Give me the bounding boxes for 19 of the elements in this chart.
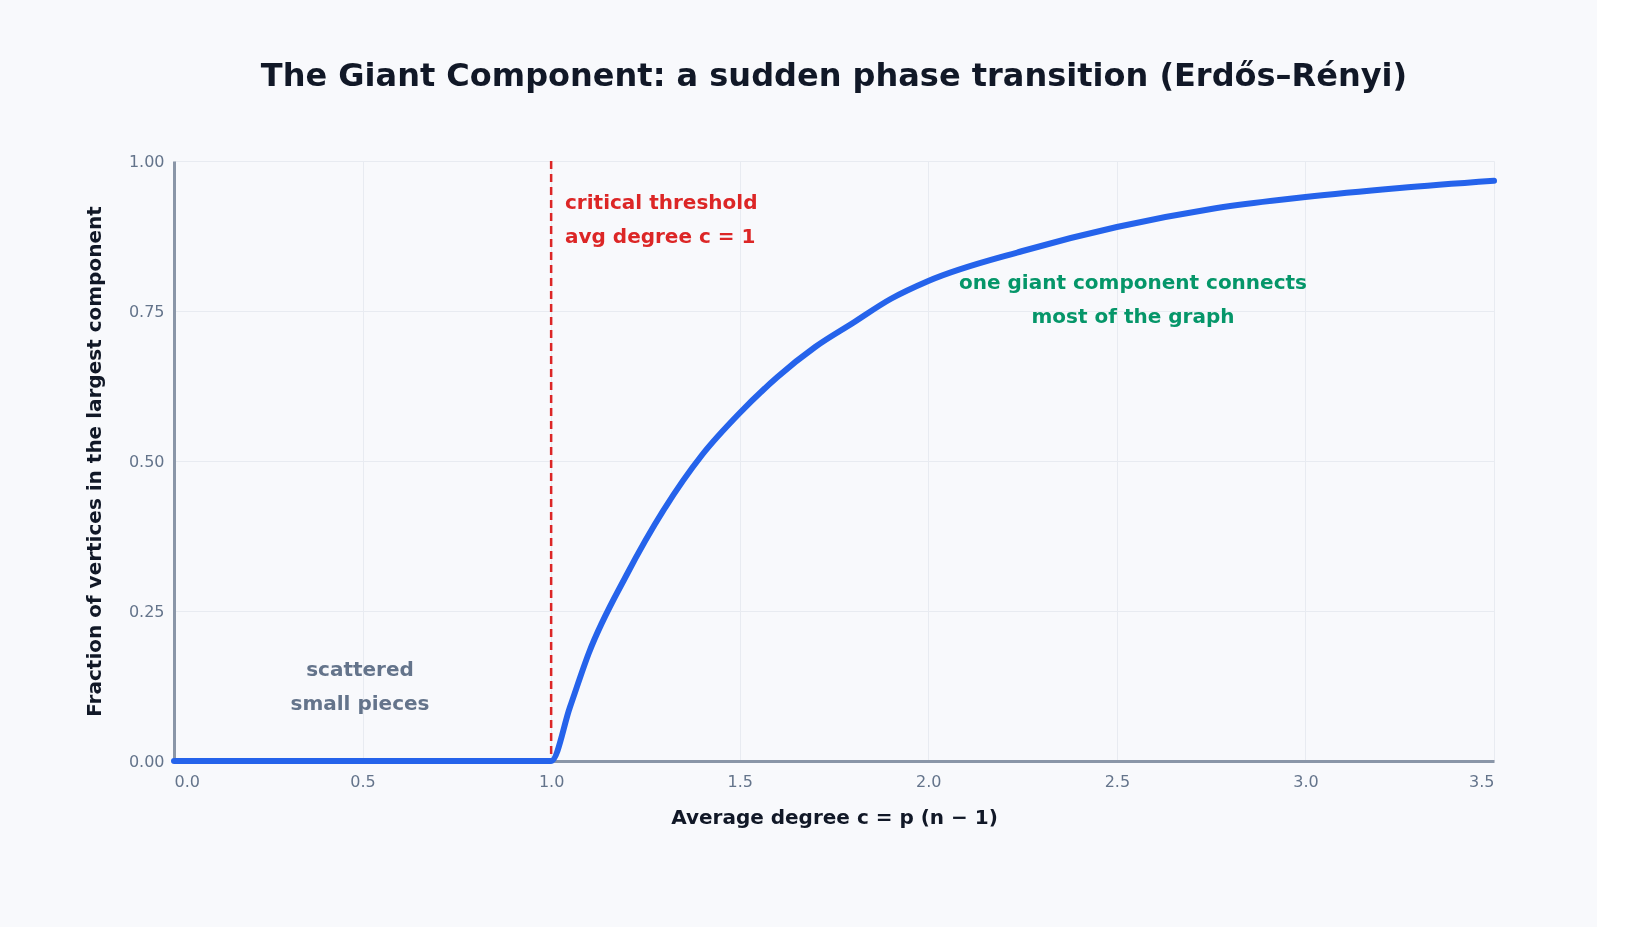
y-tick-label: 0.75 [128, 301, 165, 321]
x-axis-title: Average degree c = p (n − 1) [671, 804, 998, 829]
y-tick-label: 0.25 [128, 601, 165, 621]
chart-title: The Giant Component: a sudden phase transition (Erdős–Rényi) [260, 56, 1408, 94]
x-tick-label: 2.0 [916, 771, 942, 791]
y-axis-title: Fraction of vertices in the largest component [81, 205, 106, 717]
y-tick-label: 0.50 [128, 451, 165, 471]
x-tick-label: 3.0 [1293, 771, 1319, 791]
annotation: critical threshold avg degree c = 1 [565, 190, 758, 248]
x-tick-label: 0.0 [174, 771, 200, 791]
y-tick-label: 1.00 [128, 151, 165, 171]
annotation: one giant component connects most of the graph [959, 270, 1307, 328]
y-tick-label: 0.00 [128, 751, 165, 771]
x-tick-label: 0.5 [350, 771, 376, 791]
annotation: scattered small pieces [290, 657, 430, 715]
x-tick-label: 1.5 [727, 771, 753, 791]
x-tick-label: 2.5 [1104, 771, 1131, 791]
x-tick-label: 3.5 [1469, 771, 1495, 791]
x-tick-label: 1.0 [538, 771, 565, 791]
